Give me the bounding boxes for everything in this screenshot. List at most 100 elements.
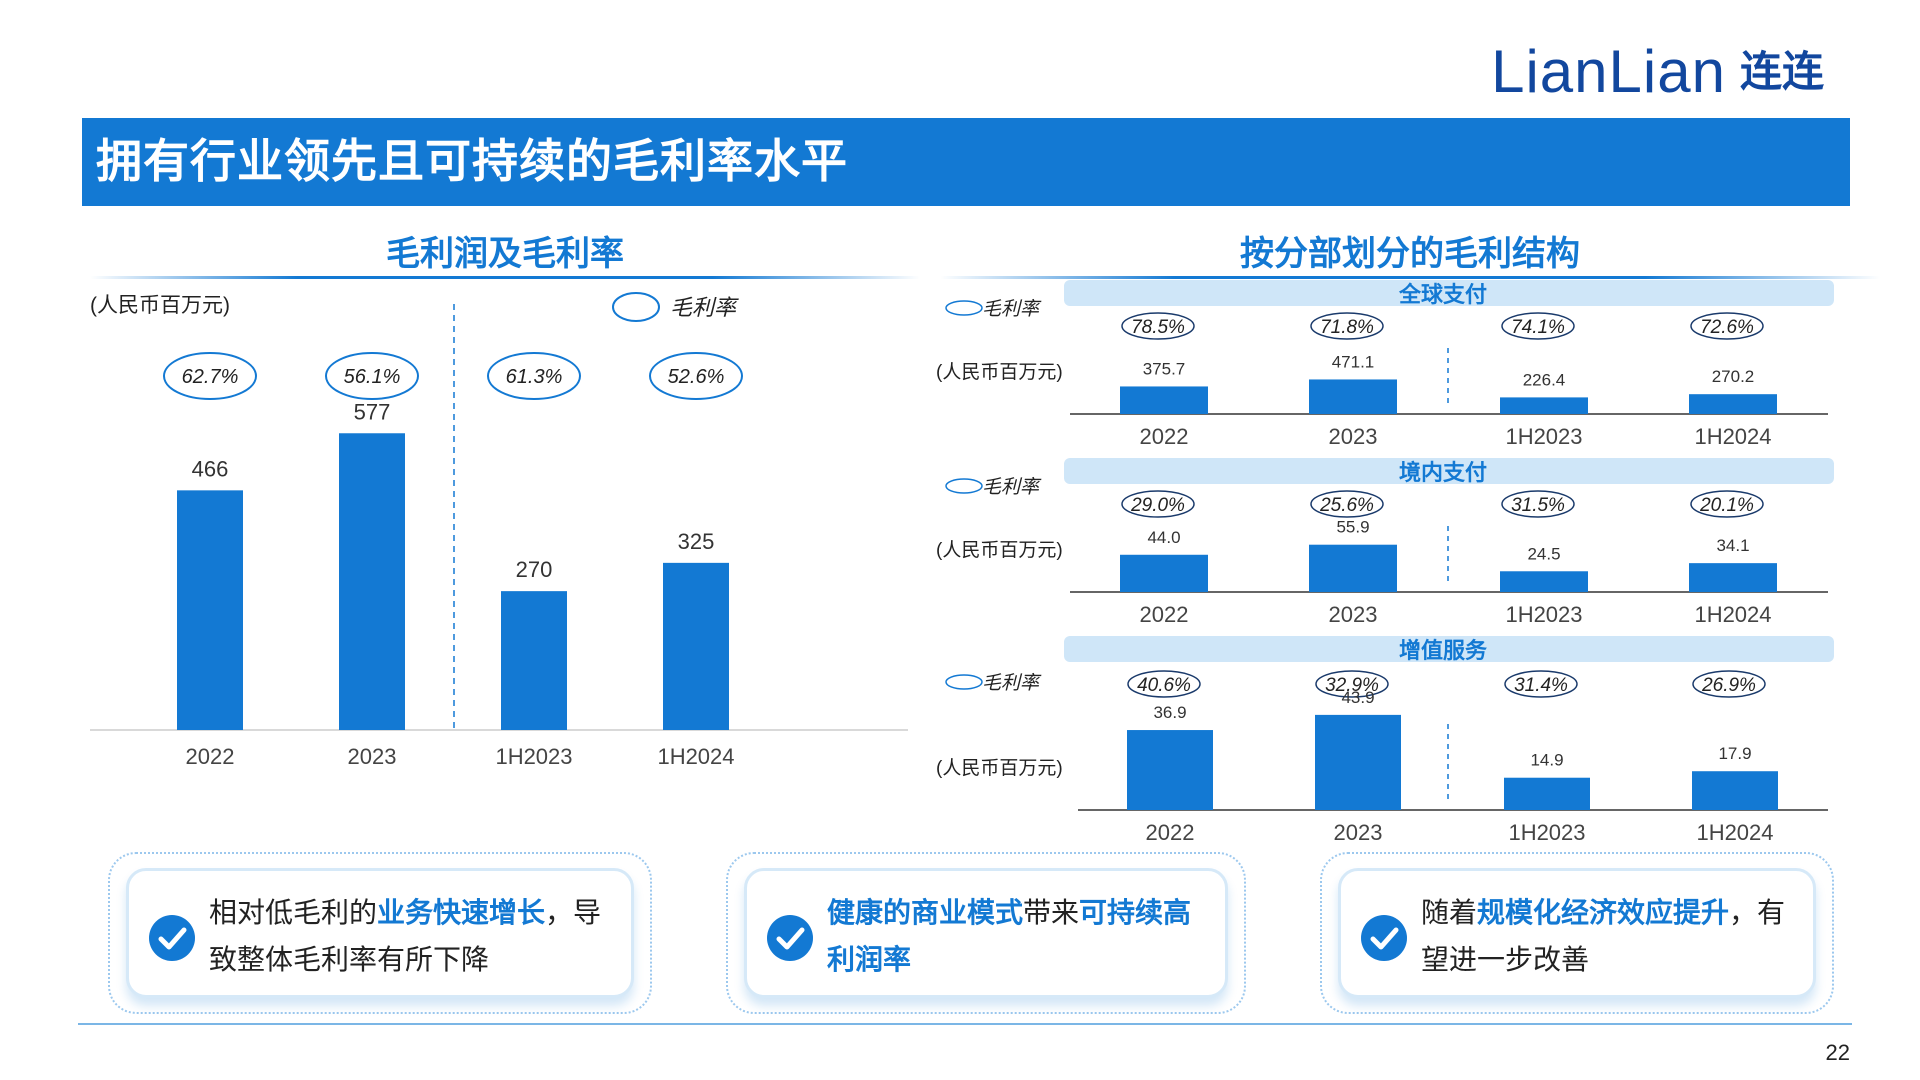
x-tick-label: 2023 bbox=[1329, 602, 1378, 627]
checkmark-circle-icon bbox=[149, 915, 195, 961]
logo-chinese: 连连 bbox=[1739, 47, 1824, 96]
bar bbox=[1309, 379, 1397, 414]
bar bbox=[1309, 544, 1397, 592]
bar bbox=[1692, 771, 1778, 810]
bar-value-label: 55.9 bbox=[1336, 518, 1369, 537]
legend-oval-icon bbox=[945, 300, 983, 316]
margin-oval bbox=[1690, 490, 1764, 518]
card-text-plain: 随着 bbox=[1421, 896, 1478, 929]
margin-label: 20.1% bbox=[1699, 495, 1754, 516]
x-tick-label: 2022 bbox=[1140, 602, 1189, 627]
x-tick-label: 1H2023 bbox=[1505, 424, 1582, 449]
x-tick-label: 2022 bbox=[186, 744, 235, 769]
bar-value-label: 270.2 bbox=[1712, 367, 1755, 386]
bar-value-label: 36.9 bbox=[1153, 703, 1186, 722]
segment-title: 增值服务 bbox=[1399, 638, 1488, 663]
bar-value-label: 17.9 bbox=[1718, 744, 1751, 763]
segment-header-strip bbox=[1064, 458, 1834, 484]
unit-label: (人民币百万元) bbox=[90, 294, 230, 317]
margin-oval bbox=[1310, 490, 1384, 518]
card-text-plain: 相对低毛利的 bbox=[209, 896, 378, 929]
margin-oval bbox=[1690, 312, 1764, 340]
card-text-plain: ，导致整体毛利率有所下降 bbox=[209, 896, 602, 976]
x-tick-label: 2023 bbox=[348, 744, 397, 769]
unit-label: (人民币百万元) bbox=[936, 361, 1063, 383]
takeaway-card-1: 相对低毛利的业务快速增长，导致整体毛利率有所下降 bbox=[108, 852, 652, 1014]
margin-label: 25.6% bbox=[1319, 495, 1374, 516]
margin-oval bbox=[325, 352, 419, 400]
legend-oval-icon bbox=[945, 674, 983, 690]
page-title: 拥有行业领先且可持续的毛利率水平 bbox=[96, 134, 848, 188]
bar bbox=[1120, 554, 1208, 592]
bar-value-label: 34.1 bbox=[1716, 536, 1749, 555]
x-tick-label: 1H2023 bbox=[1505, 602, 1582, 627]
segment-title: 境内支付 bbox=[1399, 460, 1487, 485]
legend-label: 毛利率 bbox=[982, 672, 1042, 694]
margin-oval bbox=[1504, 670, 1578, 698]
legend-label: 毛利率 bbox=[670, 295, 739, 320]
bar bbox=[1504, 777, 1590, 810]
x-tick-label: 1H2023 bbox=[495, 744, 572, 769]
margin-oval bbox=[1310, 312, 1384, 340]
card-text-highlight: 业务快速增长 bbox=[377, 896, 546, 929]
segment-header-strip bbox=[1064, 280, 1834, 306]
x-tick-label: 2022 bbox=[1146, 820, 1195, 845]
bar-value-label: 466 bbox=[192, 456, 229, 481]
bar-value-label: 14.9 bbox=[1530, 751, 1563, 770]
bar-value-label: 43.9 bbox=[1341, 688, 1374, 707]
footer-rule bbox=[78, 1023, 1852, 1025]
bar bbox=[663, 562, 729, 730]
x-tick-label: 1H2024 bbox=[1694, 602, 1771, 627]
margin-label: 74.1% bbox=[1511, 317, 1565, 338]
margin-label: 31.5% bbox=[1511, 495, 1565, 516]
unit-label: (人民币百万元) bbox=[936, 757, 1063, 779]
card-text: 随着规模化经济效应提升，有望进一步改善 bbox=[1421, 889, 1795, 983]
bar bbox=[1127, 730, 1213, 810]
legend-label: 毛利率 bbox=[982, 476, 1042, 498]
bar-value-label: 226.4 bbox=[1523, 370, 1566, 389]
margin-oval bbox=[1501, 312, 1575, 340]
margin-label: 62.7% bbox=[182, 366, 239, 388]
margin-label: 40.6% bbox=[1137, 675, 1191, 696]
bar-value-label: 270 bbox=[516, 557, 553, 582]
x-tick-label: 2022 bbox=[1140, 424, 1189, 449]
card-text: 相对低毛利的业务快速增长，导致整体毛利率有所下降 bbox=[209, 889, 613, 983]
margin-oval bbox=[1501, 490, 1575, 518]
x-tick-label: 2023 bbox=[1329, 424, 1378, 449]
bar-value-label: 325 bbox=[678, 529, 715, 554]
bar bbox=[1315, 714, 1401, 810]
bar bbox=[1500, 571, 1588, 592]
checkmark-circle-icon bbox=[1361, 915, 1407, 961]
gross-profit-chart: (人民币百万元) 毛利率 62.7% 466 2022 56.1% 577 2023 61.3%… bbox=[90, 292, 908, 769]
left-section-title: 毛利润及毛利率 bbox=[386, 234, 624, 274]
legend-label: 毛利率 bbox=[982, 298, 1042, 320]
x-tick-label: 2023 bbox=[1334, 820, 1383, 845]
brand-logo: LianLian 连连 bbox=[1491, 42, 1824, 102]
card-text-highlight: 健康的商业模式 bbox=[827, 896, 1024, 929]
bar bbox=[1689, 563, 1777, 592]
card-text-highlight: 可持续高利润率 bbox=[827, 896, 1192, 976]
card-text-highlight: 规模化经济效应提升 bbox=[1477, 896, 1730, 929]
margin-label: 71.8% bbox=[1320, 317, 1374, 338]
checkmark-circle-icon bbox=[767, 915, 813, 961]
margin-label: 26.9% bbox=[1701, 675, 1756, 696]
margin-label: 56.1% bbox=[344, 366, 401, 388]
bar-value-label: 44.0 bbox=[1147, 528, 1180, 547]
left-section-rule bbox=[90, 276, 920, 279]
x-tick-label: 1H2024 bbox=[1694, 424, 1771, 449]
x-tick-label: 1H2023 bbox=[1508, 820, 1585, 845]
bar bbox=[1689, 394, 1777, 414]
bar-value-label: 577 bbox=[354, 399, 391, 424]
takeaway-card-2: 健康的商业模式带来可持续高利润率 bbox=[726, 852, 1246, 1014]
legend-oval-icon bbox=[945, 478, 983, 494]
unit-label: (人民币百万元) bbox=[936, 539, 1063, 561]
bar bbox=[501, 591, 567, 730]
bar-value-label: 471.1 bbox=[1332, 352, 1375, 371]
card-text-plain: 带来 bbox=[1023, 896, 1080, 929]
segment-title: 全球支付 bbox=[1398, 282, 1487, 307]
margin-label: 52.6% bbox=[668, 366, 725, 388]
bar bbox=[339, 433, 405, 730]
